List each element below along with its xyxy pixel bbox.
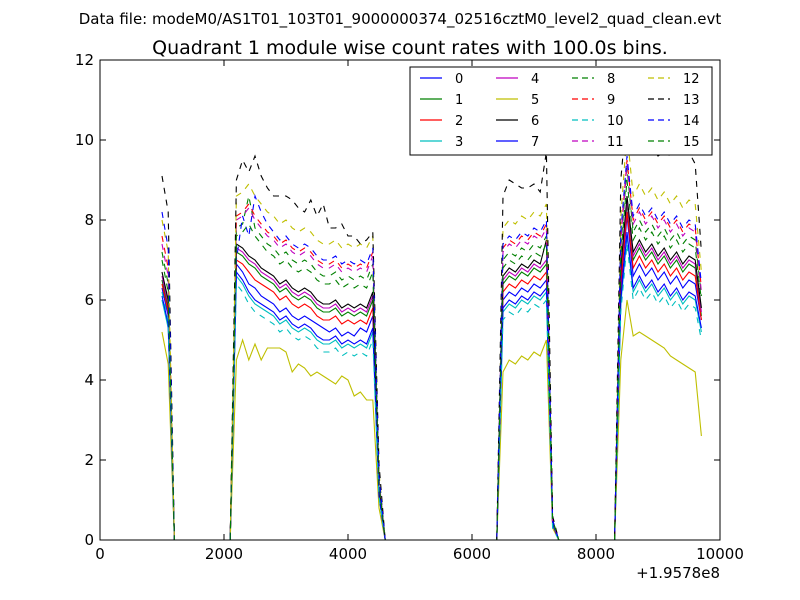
y-tick-label: 0 [84,531,94,549]
legend-label-11: 11 [607,135,624,150]
legend-label-14: 14 [683,114,700,129]
legend-frame [409,66,713,156]
series-line-12 [161,131,702,541]
legend-label-8: 8 [607,72,615,87]
y-tick-label: 10 [75,131,94,149]
y-tick-label: 12 [75,51,94,69]
series-layer [161,107,702,541]
legend-label-0: 0 [455,72,463,87]
legend-label-3: 3 [455,135,463,150]
legend-label-6: 6 [531,114,539,129]
x-tick-label: 0 [95,545,105,563]
y-tick-label: 2 [84,451,94,469]
legend-label-2: 2 [455,114,463,129]
y-tick-label: 4 [84,371,94,389]
series-line-15 [161,179,702,541]
x-offset-label: +1.9578e8 [636,564,720,582]
y-tick-label: 6 [84,291,94,309]
legend-label-4: 4 [531,72,539,87]
legend-label-15: 15 [683,135,700,150]
x-tick-label: 10000 [696,545,744,563]
x-tick-label: 4000 [329,545,367,563]
legend-label-13: 13 [683,93,700,108]
y-tick-label: 8 [84,211,94,229]
data-file-suptitle: Data file: modeM0/AS1T01_103T01_90000003… [79,10,722,29]
x-tick-label: 6000 [453,545,491,563]
series-line-14 [161,155,702,541]
legend-label-12: 12 [683,72,700,87]
legend-label-5: 5 [531,93,539,108]
legend-label-9: 9 [607,93,615,108]
x-tick-label: 8000 [577,545,615,563]
series-line-7 [161,231,702,541]
legend-label-1: 1 [455,93,463,108]
chart-title: Quadrant 1 module wise count rates with … [152,37,668,59]
series-line-5 [161,299,702,541]
x-tick-label: 2000 [205,545,243,563]
legend-label-7: 7 [531,135,539,150]
legend-label-10: 10 [607,114,624,129]
